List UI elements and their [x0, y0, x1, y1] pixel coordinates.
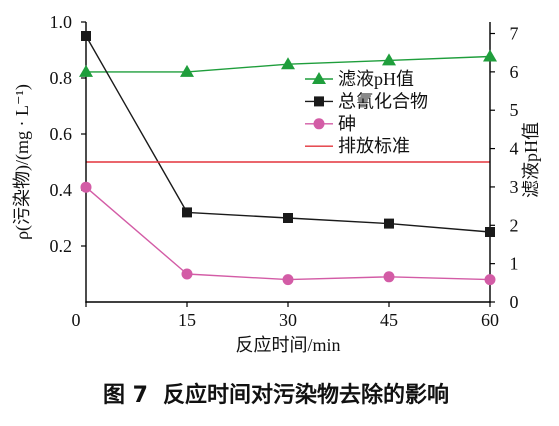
figure-caption: 反应时间对污染物去除的影响	[163, 382, 449, 408]
legend-item-discharge-standard: 排放标准	[305, 136, 410, 156]
data-point-ph	[483, 49, 497, 62]
x-axis-title: 反应时间/min	[235, 335, 340, 355]
x-tick-label: 60	[481, 310, 499, 330]
y2-tick-label: 4	[510, 139, 519, 159]
legend-marker-arsenic	[313, 118, 325, 130]
data-markers	[79, 31, 497, 286]
y-tick-label: 0.2	[50, 236, 73, 256]
series-line-arsenic	[85, 186, 491, 281]
legend-item-arsenic: 砷	[305, 114, 356, 134]
x-tick-label: 0	[72, 310, 81, 330]
legend-label-discharge-standard: 排放标准	[338, 136, 410, 156]
data-point-arsenic	[181, 268, 193, 280]
legend-label-arsenic: 砷	[338, 114, 356, 134]
data-point-arsenic	[282, 274, 294, 286]
data-point-arsenic	[484, 274, 496, 286]
y2-tick-label: 2	[510, 215, 519, 235]
y-tick-label: 1.0	[50, 12, 73, 32]
data-point-ph	[180, 64, 194, 77]
legend-marker-total-cyanide	[314, 96, 324, 107]
x-tick-label: 15	[178, 310, 196, 330]
data-point-total-cyanide	[182, 207, 192, 218]
y2-tick-label: 0	[510, 292, 519, 312]
y-tick-label: 0.4	[50, 180, 73, 200]
figure-label: 图 7	[103, 383, 148, 408]
y2-axis-title: 滤液pH值	[521, 122, 541, 198]
legend-label-total-cyanide: 总氰化合物	[338, 91, 428, 111]
series-layer	[85, 35, 491, 281]
y-axis-title: ρ(污染物)/(mg · L⁻¹)	[12, 84, 33, 240]
data-point-total-cyanide	[485, 227, 495, 237]
data-point-total-cyanide	[384, 218, 394, 229]
legend-item-ph: 滤液pH值	[305, 69, 414, 89]
data-point-ph	[79, 64, 93, 77]
y2-tick-label: 5	[510, 100, 519, 120]
x-tick-label: 30	[279, 310, 297, 330]
y2-tick-label: 1	[510, 254, 519, 274]
legend-label-ph: 滤液pH值	[338, 69, 414, 89]
legend-item-total-cyanide: 总氰化合物	[305, 91, 428, 111]
data-point-total-cyanide	[81, 31, 91, 41]
data-point-total-cyanide	[283, 213, 293, 223]
y-tick-label: 0.8	[50, 68, 73, 88]
y2-tick-label: 6	[510, 62, 519, 82]
data-point-ph	[281, 57, 295, 70]
data-point-arsenic	[80, 181, 92, 193]
data-point-arsenic	[383, 271, 395, 283]
y2-tick-label: 3	[510, 177, 519, 197]
x-tick-label: 45	[380, 310, 398, 330]
legend-marker-ph	[312, 72, 326, 84]
y-tick-label: 0.6	[50, 124, 73, 144]
y2-tick-label: 7	[510, 24, 519, 44]
data-point-ph	[382, 53, 396, 66]
